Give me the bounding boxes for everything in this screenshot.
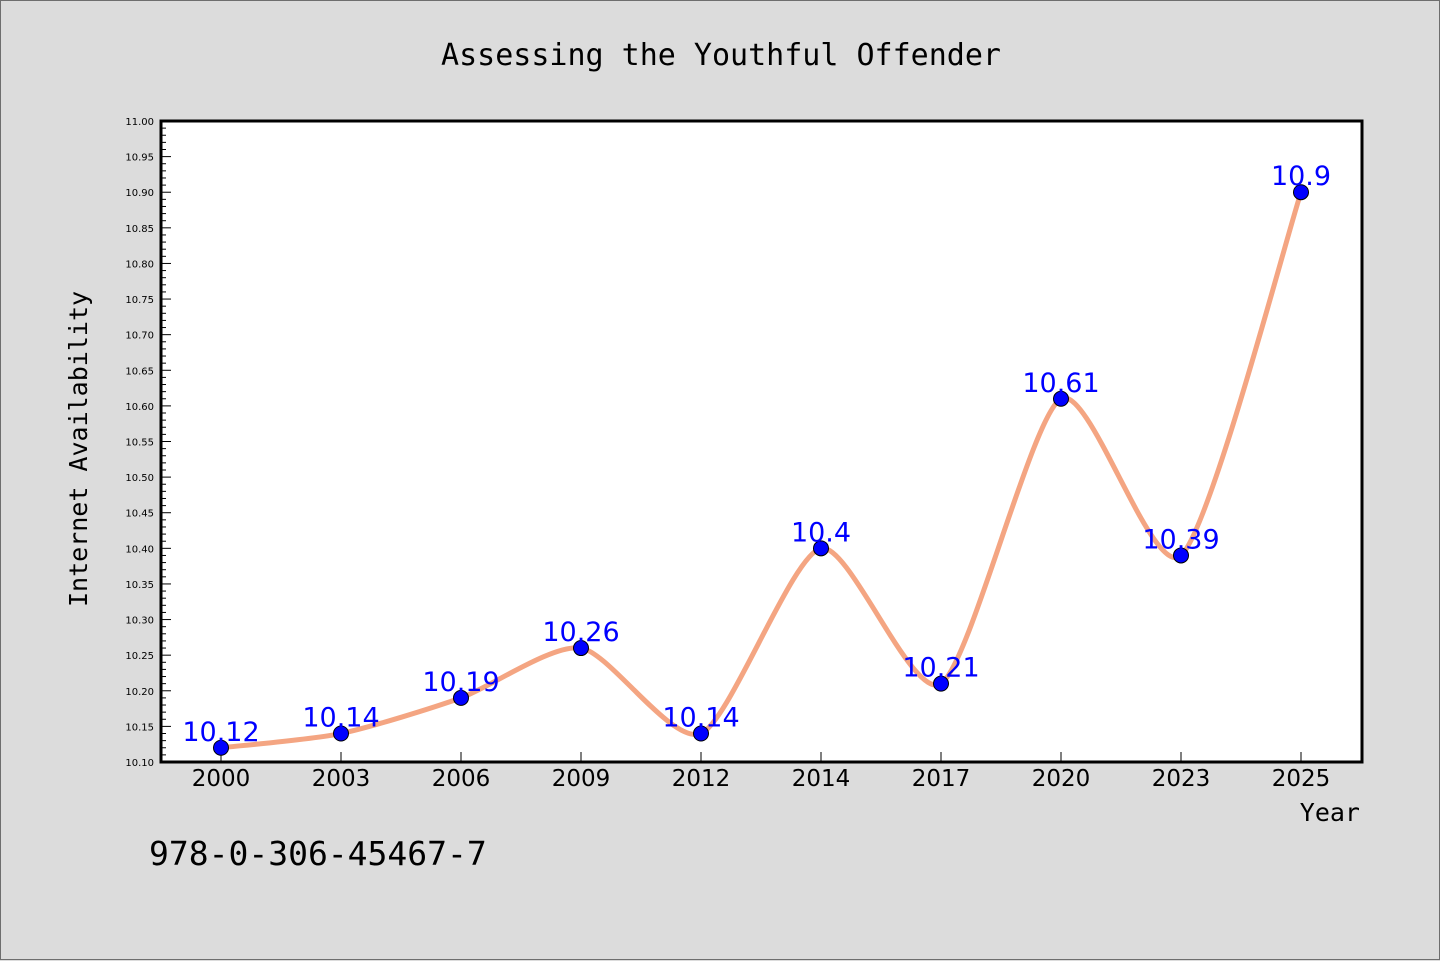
y-axis-label: Internet Availability bbox=[64, 291, 93, 607]
y-tick-label: 10.10 bbox=[125, 758, 154, 769]
y-tick-label: 10.35 bbox=[125, 580, 154, 591]
y-tick-label: 10.15 bbox=[125, 722, 154, 733]
data-point bbox=[1293, 184, 1309, 201]
y-tick-label: 10.30 bbox=[125, 616, 154, 627]
x-tick-label: 2012 bbox=[672, 766, 731, 792]
y-tick-label: 11.00 bbox=[125, 117, 154, 128]
data-point bbox=[813, 540, 829, 557]
y-axis: 10.10 10.15 10.20 10.25 10.30 10.35 10.40 10.45… bbox=[125, 117, 171, 769]
y-tick-label: 10.65 bbox=[125, 366, 154, 377]
data-label: 10.61 bbox=[1022, 368, 1099, 399]
y-tick-label: 10.80 bbox=[125, 259, 154, 270]
y-tick-label: 10.60 bbox=[125, 402, 154, 413]
y-tick-label: 10.20 bbox=[125, 687, 154, 698]
data-label: 10.14 bbox=[302, 703, 379, 734]
data-point bbox=[573, 640, 589, 657]
y-tick-label: 10.50 bbox=[125, 473, 154, 484]
y-tick-label: 10.70 bbox=[125, 331, 154, 342]
plot-area bbox=[159, 119, 1364, 764]
y-tick-label: 10.45 bbox=[125, 509, 154, 520]
data-label: 10.26 bbox=[542, 617, 619, 648]
data-point bbox=[933, 675, 949, 692]
y-tick-label: 10.55 bbox=[125, 438, 154, 449]
y-tick-label: 10.90 bbox=[125, 188, 154, 199]
x-axis-label: Year bbox=[1300, 798, 1360, 827]
x-tick-label: 2014 bbox=[792, 766, 851, 792]
y-tick-label: 10.40 bbox=[125, 544, 154, 555]
data-label: 10.14 bbox=[662, 703, 739, 734]
data-point bbox=[333, 725, 349, 742]
data-point bbox=[1173, 547, 1189, 564]
y-tick-label: 10.85 bbox=[125, 224, 154, 235]
x-tick-label: 2006 bbox=[432, 766, 491, 792]
x-tick-label: 2025 bbox=[1272, 766, 1331, 792]
data-label: 10.19 bbox=[422, 667, 499, 698]
data-point bbox=[693, 725, 709, 742]
data-label: 10.12 bbox=[182, 717, 259, 748]
x-tick-label: 2000 bbox=[192, 766, 251, 792]
x-tick-label: 2020 bbox=[1032, 766, 1091, 792]
x-tick-label: 2017 bbox=[912, 766, 971, 792]
chart-title: Assessing the Youthful Offender bbox=[441, 38, 1001, 73]
x-tick-label: 2003 bbox=[312, 766, 371, 792]
y-tick-label: 10.95 bbox=[125, 153, 154, 164]
data-label: 10.4 bbox=[791, 517, 851, 548]
data-label: 10.9 bbox=[1271, 161, 1331, 192]
y-tick-label: 10.75 bbox=[125, 295, 154, 306]
series-group: 10.12 10.14 10.19 10.26 10.14 10.4 10.21 10.61 1… bbox=[182, 161, 1331, 756]
data-point bbox=[453, 689, 469, 706]
data-point bbox=[1053, 390, 1069, 407]
data-point bbox=[213, 739, 229, 756]
y-tick-label: 10.25 bbox=[125, 651, 154, 662]
x-tick-label: 2023 bbox=[1152, 766, 1211, 792]
data-label: 10.21 bbox=[902, 653, 979, 684]
data-label: 10.39 bbox=[1142, 524, 1219, 555]
x-axis: 2000 2003 2006 2009 2012 2014 2017 2020 2023 2025 bbox=[192, 752, 1331, 792]
x-tick-label: 2009 bbox=[552, 766, 611, 792]
footer-code: 978-0-306-45467-7 bbox=[149, 834, 487, 873]
